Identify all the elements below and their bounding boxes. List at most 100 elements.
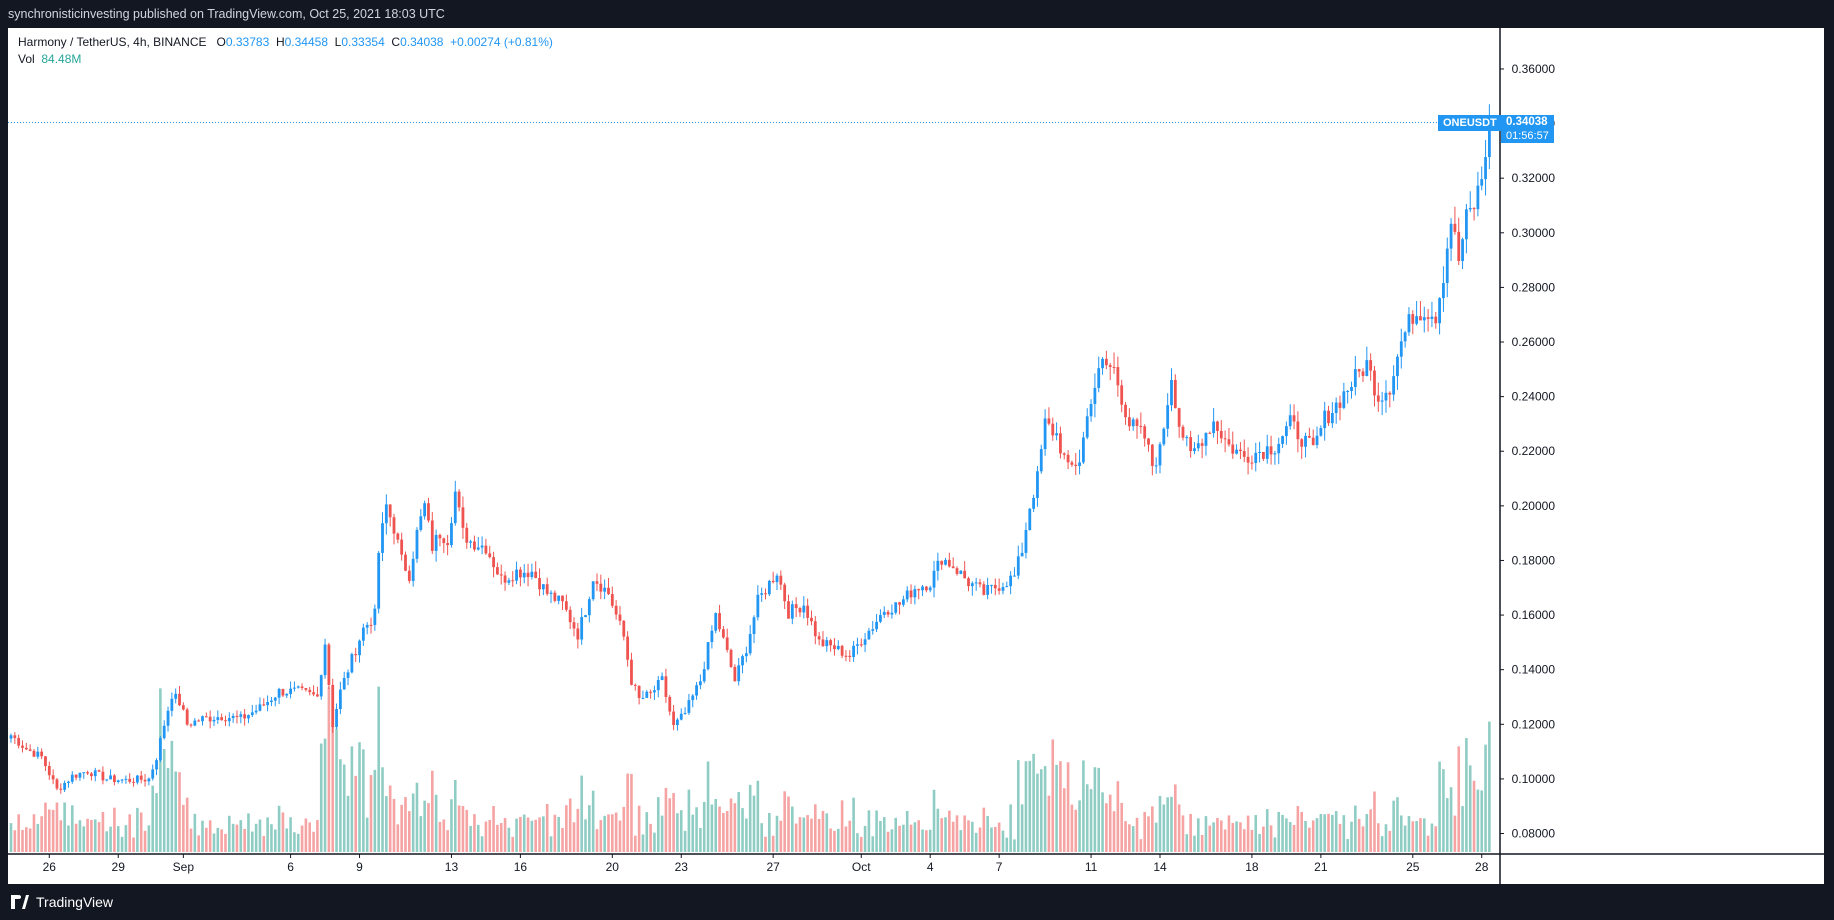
volume-bar [821,810,825,852]
volume-bar [1392,800,1395,852]
volume-bar [339,759,342,852]
candle-body [1281,436,1284,444]
volume-bar [1208,825,1212,852]
volume-bar [1480,790,1484,852]
volume-bar [120,836,124,852]
candle-body [28,749,32,751]
candle-body [737,665,741,682]
candle-body [9,735,13,739]
volume-bar [1342,815,1346,852]
candle-body [1181,426,1185,438]
volume-bar [967,820,970,852]
volume-bar [155,793,158,852]
volume-bar [323,738,327,852]
candle-body [760,593,764,595]
close-label: C [391,35,401,49]
candle-body [967,578,970,587]
volume-bar [1449,787,1453,852]
y-tick-label: 0.14000 [1512,663,1556,677]
volume-bar [978,827,982,852]
tradingview-logo[interactable]: TradingView [10,894,113,910]
volume-bar [833,830,836,852]
candle-body [124,778,128,780]
candle-body [350,654,354,673]
volume-bar [844,826,848,852]
volume-bar [656,797,660,852]
volume-bar [205,827,208,852]
candle-body [840,645,844,656]
volume-bar [879,820,882,852]
last-price-tag: 0.34038 01:56:57 [1501,114,1554,143]
volume-bar [488,819,492,852]
volume-bar [162,749,166,852]
volume-bar [473,814,476,852]
candle-body [1231,444,1235,454]
candle-body [607,587,610,595]
volume-bar [51,809,55,852]
volume-bar [243,828,246,852]
candle-body [622,620,626,637]
volume-bar [362,749,365,852]
candle-body [947,559,951,567]
candle-body [254,710,258,713]
candle-body [557,595,561,601]
candle-body [285,694,289,696]
volume-bar [1242,829,1246,852]
candle-body [40,751,44,757]
volume-bar [1484,744,1487,852]
candle-body [741,656,744,666]
candle-body [1292,415,1296,422]
candle-body [327,644,331,685]
candle-body [1235,449,1238,454]
candle-body [603,587,607,592]
candle-body [882,611,886,615]
volume-bar [189,828,193,852]
candle-body [790,604,794,619]
candle-body [1445,248,1449,284]
volume-bar [545,803,549,852]
candle-body [599,583,603,592]
candle-body [944,559,947,565]
chart-panel[interactable]: 0.360000.340000.320000.300000.280000.260… [8,28,1824,884]
volume-bar [59,820,63,852]
candle-body [905,590,909,600]
volume-bar [683,830,687,852]
volume-bar [557,816,560,852]
candle-body [779,575,783,585]
candle-body [852,645,855,658]
volume-bar [963,815,966,852]
volume-bar [1288,822,1292,852]
volume-bar [1472,780,1476,852]
volume-bar [882,817,886,852]
candle-body [1020,552,1024,557]
volume-bar [1235,821,1238,852]
candle-body [1361,371,1365,376]
volume-bar [300,825,304,852]
candle-body [442,538,446,544]
candle-body [936,560,940,571]
y-tick-label: 0.08000 [1512,827,1556,841]
volume-bar [1285,818,1288,852]
x-tick-label: 4 [927,860,934,874]
candle-body [158,738,162,761]
candle-body [411,558,415,581]
x-tick-label: 26 [43,860,57,874]
candle-body [518,569,522,578]
volume-bar [1036,773,1039,852]
volume-bar [852,797,855,852]
volume-bar [319,743,323,852]
volume-bar [1377,823,1380,852]
price-chart[interactable]: 0.360000.340000.320000.300000.280000.260… [8,28,1824,884]
candle-body [1258,451,1261,453]
candle-body [1468,207,1472,210]
volume-bar [706,761,710,852]
last-price-value: 0.34038 [1506,115,1548,128]
candle-body [1055,433,1058,436]
volume-bar [1265,809,1269,852]
volume-bar [986,815,989,852]
volume-bar [101,812,105,852]
volume-bar [618,820,622,852]
candle-body [361,627,365,641]
volume-bar [1009,804,1012,852]
volume-bar [496,824,499,852]
